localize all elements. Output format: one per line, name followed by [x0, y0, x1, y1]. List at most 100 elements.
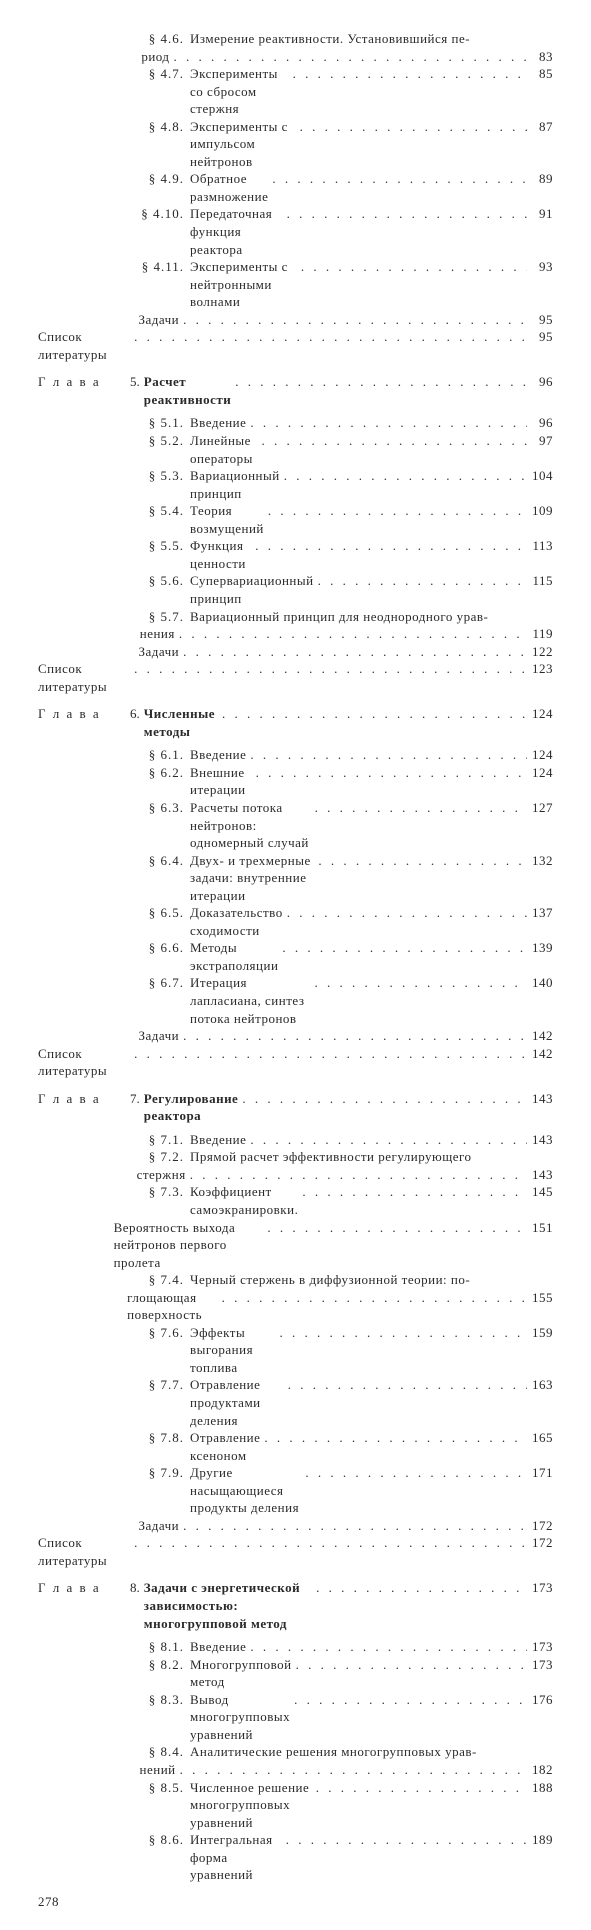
section-marker: § 7.9. [138, 1464, 184, 1482]
dot-leader: . . . . . . . . . . . . . . . . . . . . … [283, 205, 527, 223]
page-ref: 155 [527, 1289, 553, 1307]
toc-entry: § 4.6.Измерение реактивности. Установивш… [38, 30, 553, 48]
toc-entry: § 6.4.Двух- и трехмерные задачи: внутрен… [38, 852, 553, 905]
page-ref: 143 [527, 1166, 553, 1184]
section-marker: § 4.10. [138, 205, 184, 223]
page-ref: 104 [527, 467, 553, 485]
entry-title: Внешние итерации [190, 764, 252, 799]
section-marker: § 7.2. [138, 1148, 184, 1166]
toc-entry: § 6.7.Итерация лапласиана, синтез потока… [38, 974, 553, 1027]
entry-title: Эксперименты с нейтронными волнами [190, 258, 297, 311]
toc-entry: § 7.7.Отравление продуктами деления. . .… [38, 1376, 553, 1429]
dot-leader: . . . . . . . . . . . . . . . . . . . . … [290, 1691, 527, 1709]
toc-entry: § 7.3.Коэффициент самоэкранировки.. . . … [38, 1183, 553, 1218]
entry-title: Интегральная форма уравнений [190, 1831, 282, 1884]
toc-entry-continuation: нений. . . . . . . . . . . . . . . . . .… [38, 1761, 553, 1779]
page-ref: 97 [527, 432, 553, 450]
page-ref: 95 [527, 328, 553, 346]
dot-leader: . . . . . . . . . . . . . . . . . . . . … [268, 170, 527, 188]
entry-title: Отравление продуктами деления [190, 1376, 284, 1429]
entry-title: Обратное размножение [190, 170, 268, 205]
chapter-heading: Г л а в а6.Численные методы. . . . . . .… [38, 705, 553, 740]
page-ref: 89 [527, 170, 553, 188]
entry-title: Другие насыщающиеся продукты деления [190, 1464, 301, 1517]
toc-page: § 4.6.Измерение реактивности. Установивш… [0, 0, 591, 1930]
chapter-number: 6. [130, 705, 140, 723]
dot-leader: . . . . . . . . . . . . . . . . . . . . … [170, 48, 527, 66]
toc-entry-continuation: нения. . . . . . . . . . . . . . . . . .… [38, 625, 553, 643]
dot-leader: . . . . . . . . . . . . . . . . . . . . … [311, 799, 527, 817]
page-ref: 142 [527, 1045, 553, 1063]
dot-leader: . . . . . . . . . . . . . . . . . . . . … [278, 939, 527, 957]
section-marker: § 5.7. [138, 608, 184, 626]
page-ref: 87 [527, 118, 553, 136]
toc-entry: § 7.6.Эффекты выгорания топлива. . . . .… [38, 1324, 553, 1377]
toc-entry: § 7.8.Отравление ксеноном. . . . . . . .… [38, 1429, 553, 1464]
section-marker: § 7.7. [138, 1376, 184, 1394]
page-ref: 142 [527, 1027, 553, 1045]
toc-entry-continuation: Вероятность выхода нейтронов первого про… [38, 1219, 553, 1272]
entry-title-cont: нений [140, 1761, 176, 1779]
page-ref: 124 [527, 764, 553, 782]
entry-title: Черный стержень в диффузионной теории: п… [190, 1271, 470, 1289]
page-ref: 137 [527, 904, 553, 922]
entry-title: Методы экстраполяции [190, 939, 278, 974]
page-ref: 109 [527, 502, 553, 520]
entry-title-cont: стержня [137, 1166, 186, 1184]
entry-title: Супервариационный принцип [190, 572, 314, 607]
page-ref: 176 [527, 1691, 553, 1709]
chapter-label: Г л а в а [38, 373, 124, 391]
dot-leader: . . . . . . . . . . . . . . . . . . . . … [282, 1831, 527, 1849]
entry-title-cont: Вероятность выхода нейтронов первого про… [114, 1219, 264, 1272]
chapter-heading: Г л а в а5.Расчет реактивности. . . . . … [38, 373, 553, 408]
toc-entry: § 8.3.Вывод многогрупповых уравнений. . … [38, 1691, 553, 1744]
dot-leader: . . . . . . . . . . . . . . . . . . . . … [289, 65, 527, 83]
section-marker: § 8.3. [138, 1691, 184, 1709]
dot-leader: . . . . . . . . . . . . . . . . . . . . … [231, 373, 527, 391]
chapter-title: Численные методы [144, 705, 218, 740]
tasks-label: Задачи [139, 1517, 180, 1535]
dot-leader: . . . . . . . . . . . . . . . . . . . . … [246, 1638, 527, 1656]
dot-leader: . . . . . . . . . . . . . . . . . . . . … [312, 1579, 527, 1597]
chapter-title: Расчет реактивности [144, 373, 232, 408]
chapter-heading: Г л а в а8.Задачи с энергетической завис… [38, 1579, 553, 1632]
entry-title: Введение [190, 1131, 246, 1149]
page-ref: 163 [527, 1376, 553, 1394]
chapter-heading: Г л а в а7.Регулирование реактора. . . .… [38, 1090, 553, 1125]
bibliography-entry: Список литературы. . . . . . . . . . . .… [38, 660, 553, 695]
toc-entry: § 7.9. Другие насыщающиеся продукты делен… [38, 1464, 553, 1517]
section-marker: § 6.3. [138, 799, 184, 817]
dot-leader: . . . . . . . . . . . . . . . . . . . . … [246, 746, 527, 764]
dot-leader: . . . . . . . . . . . . . . . . . . . . … [252, 764, 527, 782]
section-marker: § 6.1. [138, 746, 184, 764]
page-ref: 127 [527, 799, 553, 817]
section-marker: § 4.9. [138, 170, 184, 188]
dot-leader: . . . . . . . . . . . . . . . . . . . . … [301, 1464, 527, 1482]
entry-title: Вариационный принцип для неоднородного у… [190, 608, 488, 626]
toc-entry-continuation: стержня. . . . . . . . . . . . . . . . .… [38, 1166, 553, 1184]
page-ref: 173 [527, 1579, 553, 1597]
section-marker: § 7.6. [138, 1324, 184, 1342]
chapter-label: Г л а в а [38, 1090, 124, 1108]
page-ref: 145 [527, 1183, 553, 1201]
tasks-entry: Задачи. . . . . . . . . . . . . . . . . … [38, 643, 553, 661]
toc-entry: § 5.6.Супервариационный принцип. . . . .… [38, 572, 553, 607]
section-marker: § 5.5. [138, 537, 184, 555]
dot-leader: . . . . . . . . . . . . . . . . . . . . … [276, 1324, 528, 1342]
tasks-entry: Задачи. . . . . . . . . . . . . . . . . … [38, 311, 553, 329]
page-ref: 96 [527, 373, 553, 391]
page-ref: 143 [527, 1090, 553, 1108]
toc-entry: § 4.11.Эксперименты с нейтронными волнам… [38, 258, 553, 311]
tasks-label: Задачи [139, 1027, 180, 1045]
page-ref: 171 [527, 1464, 553, 1482]
page-ref: 85 [527, 65, 553, 83]
toc-entry: § 6.5.Доказательство сходимости. . . . .… [38, 904, 553, 939]
dot-leader: . . . . . . . . . . . . . . . . . . . . … [314, 852, 527, 870]
page-ref: 139 [527, 939, 553, 957]
dot-leader: . . . . . . . . . . . . . . . . . . . . … [263, 1219, 527, 1237]
chapter-label: Г л а в а [38, 1579, 124, 1597]
tasks-entry: Задачи. . . . . . . . . . . . . . . . . … [38, 1027, 553, 1045]
entry-title-cont: глощающая поверхность [127, 1289, 217, 1324]
entry-title: Функция ценности [190, 537, 251, 572]
page-ref: 123 [527, 660, 553, 678]
